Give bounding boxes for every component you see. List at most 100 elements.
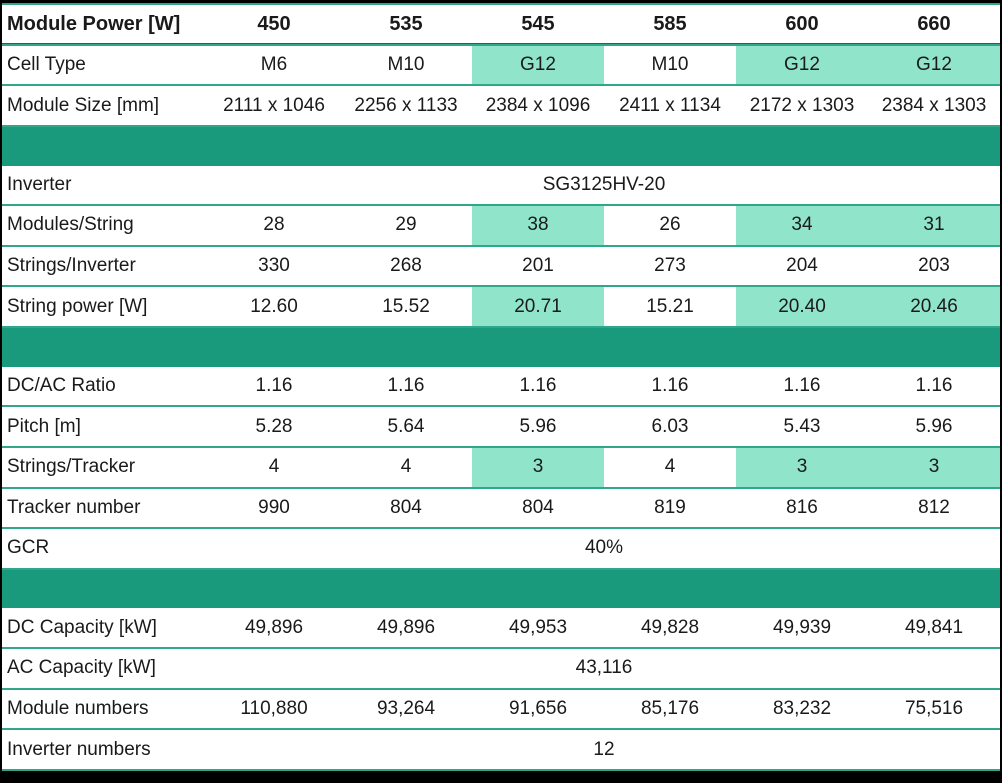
cell-value: 330 [258, 255, 290, 277]
table-row: Module numbers 110,880 93,264 91,656 85,176 8… [2, 690, 1000, 731]
table-row: Strings/Tracker 4 4 3 4 3 3 [2, 447, 1000, 489]
cell-value: 1.16 [519, 374, 557, 396]
table-row: Tracker number 990 804 804 819 816 812 [2, 489, 1000, 530]
cell-value: 5.96 [519, 415, 557, 437]
table-row: Strings/Inverter 330 268 201 273 204 203 [2, 247, 1000, 288]
row-label: Module Power [W] [7, 12, 181, 35]
cell-value: 20.40 [736, 287, 868, 326]
table-row: String power [W] 12.60 15.52 20.71 15.21 20.4… [2, 287, 1000, 328]
cell-value: 273 [654, 255, 686, 277]
row-label: Module Size [mm] [7, 94, 160, 116]
merged-value: SG3125HV-20 [542, 173, 666, 195]
cell-value: 204 [786, 255, 818, 277]
cell-value: 819 [654, 496, 686, 518]
row-label: AC Capacity [kW] [7, 657, 156, 679]
cell-value: 49,841 [904, 616, 964, 638]
cell-value: 4 [268, 456, 280, 478]
row-label: Inverter [7, 173, 72, 195]
row-label: Pitch [m] [7, 415, 81, 437]
cell-value: G12 [868, 45, 1000, 85]
row-label: Modules/String [7, 214, 134, 236]
row-label: GCR [7, 537, 50, 559]
row-label: Module numbers [7, 697, 149, 719]
cell-value: 38 [472, 206, 604, 245]
table-row: Cell Type M6 M10 G12 M10 G12 G12 [2, 45, 1000, 87]
cell-value: 3 [868, 447, 1000, 487]
row-label: Inverter numbers [7, 738, 151, 760]
cell-value: G12 [472, 45, 604, 85]
merged-value: 43,116 [575, 657, 633, 679]
merged-value: 40% [584, 537, 624, 559]
table-row: Inverter numbers 12 [2, 730, 1000, 771]
cell-value: 201 [522, 255, 554, 277]
cell-value: 804 [522, 496, 554, 518]
cell-value: 49,953 [508, 616, 568, 638]
cell-value: 12.60 [250, 295, 298, 317]
cell-value: 20.46 [868, 287, 1000, 326]
row-label: Strings/Tracker [7, 456, 136, 478]
cell-value: 26 [659, 214, 681, 236]
cell-value: M10 [651, 53, 689, 75]
column-header: 600 [785, 12, 819, 35]
row-label: DC/AC Ratio [7, 374, 116, 396]
separator-row [2, 569, 1000, 609]
table-row: DC/AC Ratio 1.16 1.16 1.16 1.16 1.16 1.16 [2, 367, 1000, 408]
cell-value: 5.96 [915, 415, 953, 437]
row-label: Tracker number [7, 496, 141, 518]
cell-value: 34 [736, 206, 868, 245]
cell-value: 15.52 [382, 295, 430, 317]
row-label: String power [W] [7, 295, 148, 317]
column-header: 660 [917, 12, 951, 35]
cell-value: 110,880 [240, 697, 308, 719]
cell-value: 1.16 [387, 374, 425, 396]
cell-value: 990 [258, 496, 290, 518]
merged-value: 12 [593, 738, 615, 760]
cell-value: 29 [395, 214, 417, 236]
table-row: Module Power [W] 450 535 545 585 600 660 [2, 3, 1000, 46]
cell-value: 49,896 [376, 616, 436, 638]
cell-value: 28 [263, 214, 285, 236]
cell-value: 816 [786, 496, 818, 518]
separator-row [2, 328, 1000, 367]
table-bottom-border [2, 771, 1000, 783]
row-label: Strings/Inverter [7, 255, 136, 277]
table-row: Pitch [m] 5.28 5.64 5.96 6.03 5.43 5.96 [2, 407, 1000, 448]
cell-value: 4 [664, 456, 676, 478]
row-label: DC Capacity [kW] [7, 616, 157, 638]
cell-value: 2384 x 1096 [485, 94, 591, 116]
table-row: Modules/String 28 29 38 26 34 31 [2, 206, 1000, 247]
cell-value: 5.28 [255, 415, 293, 437]
cell-value: G12 [736, 45, 868, 85]
table-row: AC Capacity [kW] 43,116 [2, 649, 1000, 690]
cell-value: 91,656 [508, 697, 568, 719]
cell-value: 812 [918, 496, 950, 518]
table-row: Module Size [mm] 2111 x 1046 2256 x 1133 23… [2, 86, 1000, 127]
cell-value: 5.43 [783, 415, 821, 437]
separator-row [2, 126, 1000, 166]
row-label: Cell Type [7, 53, 86, 75]
cell-value: 1.16 [915, 374, 953, 396]
cell-value: 75,516 [904, 697, 964, 719]
cell-value: 203 [918, 255, 950, 277]
cell-value: 1.16 [783, 374, 821, 396]
cell-value: 49,939 [772, 616, 832, 638]
cell-value: 2111 x 1046 [223, 94, 325, 116]
cell-value: 5.64 [387, 415, 425, 437]
cell-value: 83,232 [772, 697, 832, 719]
cell-value: 20.71 [472, 287, 604, 326]
table-row: DC Capacity [kW] 49,896 49,896 49,953 49,828… [2, 608, 1000, 649]
cell-value: 268 [390, 255, 422, 277]
cell-value: 804 [390, 496, 422, 518]
column-header: 535 [389, 12, 423, 35]
cell-value: 2172 x 1303 [749, 94, 855, 116]
cell-value: 85,176 [640, 697, 700, 719]
cell-value: 6.03 [651, 415, 689, 437]
cell-value: M10 [387, 53, 425, 75]
cell-value: 1.16 [255, 374, 293, 396]
cell-value: 2411 x 1134 [619, 94, 721, 116]
table-row: GCR 40% [2, 529, 1000, 570]
cell-value: 2256 x 1133 [354, 94, 458, 116]
column-header: 450 [257, 12, 291, 35]
column-header: 585 [653, 12, 687, 35]
cell-value: 93,264 [376, 697, 436, 719]
